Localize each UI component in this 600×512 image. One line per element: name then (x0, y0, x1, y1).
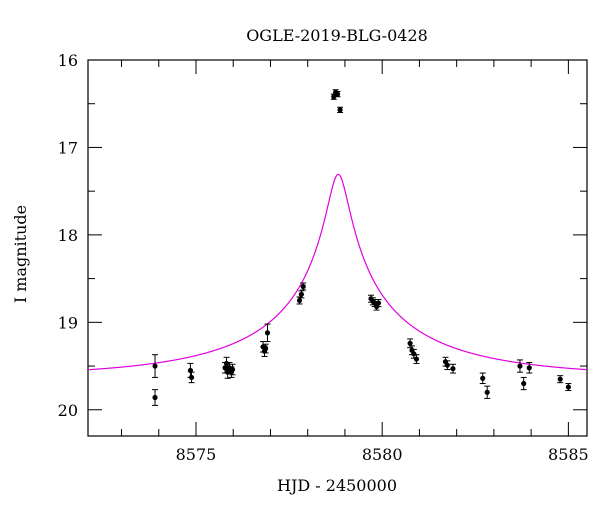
data-point (263, 345, 269, 352)
x-tick-label: 8575 (176, 445, 217, 464)
y-tick-label: 19 (58, 313, 78, 332)
data-point (407, 340, 413, 346)
data-point (334, 91, 341, 97)
chart-title: OGLE-2019-BLG-0428 (246, 26, 428, 45)
y-tick-label: 18 (58, 226, 78, 245)
x-tick-label: 8580 (362, 445, 403, 464)
plot-area: 8575 8580 8585 16 17 18 19 20 (58, 51, 589, 464)
data-point (450, 366, 456, 372)
y-tick-label: 17 (58, 138, 78, 157)
data-point (337, 107, 343, 113)
data-point (296, 297, 303, 304)
data-point (517, 363, 523, 369)
plot-frame (87, 59, 588, 437)
data-point (484, 389, 490, 395)
data-point (565, 384, 571, 390)
y-tick-label: 20 (58, 401, 78, 420)
data-point (557, 376, 563, 382)
data-point (413, 356, 420, 362)
data-point (444, 362, 450, 368)
data-point (223, 360, 230, 367)
data-point (264, 330, 271, 336)
data-point (152, 363, 158, 369)
data-point (188, 374, 195, 381)
data-point (229, 366, 236, 373)
y-axis-label: I magnitude (11, 205, 30, 303)
data-point (300, 283, 306, 290)
data-point (526, 365, 532, 371)
data-point (521, 380, 527, 387)
data-point (375, 300, 382, 306)
y-tick-label: 16 (58, 51, 78, 70)
x-axis-label: HJD - 2450000 (277, 476, 397, 495)
x-tick-label: 8585 (548, 445, 589, 464)
data-point (411, 351, 417, 357)
data-point (152, 394, 158, 401)
model-curve (87, 173, 588, 371)
data-point (480, 375, 486, 381)
data-point (298, 291, 304, 297)
